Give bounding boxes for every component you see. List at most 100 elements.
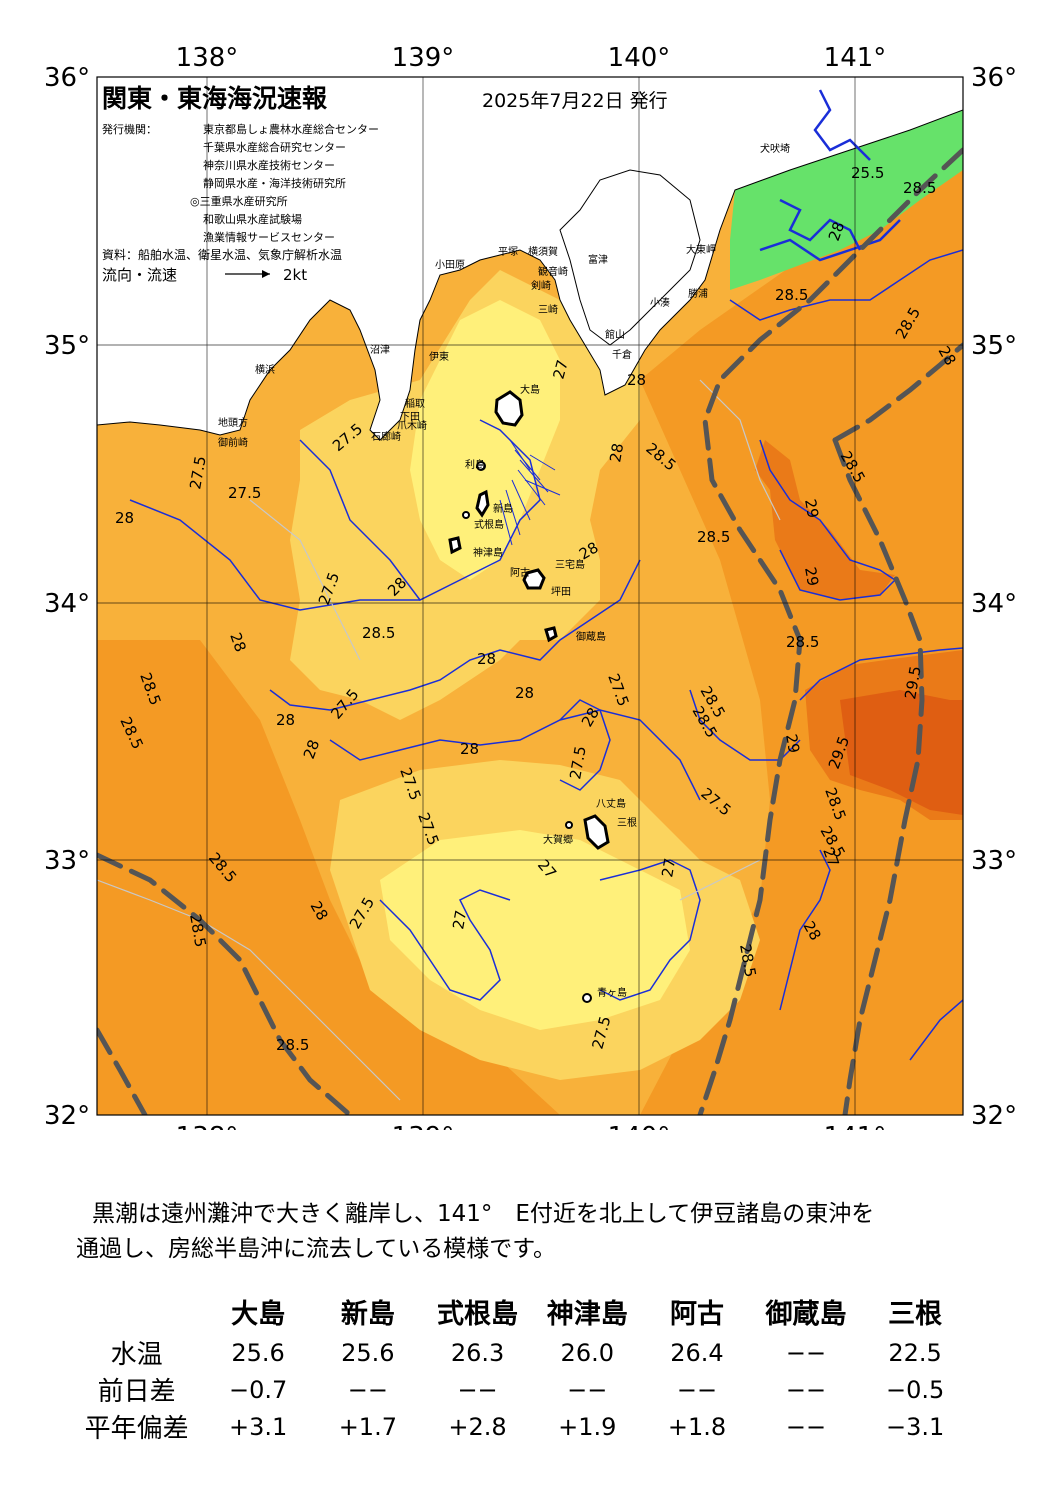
observation-table: 大島 新島 式根島 神津島 阿古 御蔵島 三根 水温 25.6 25.6 26.… [70, 1288, 970, 1445]
lat-label-left: 36° [44, 63, 90, 93]
station-header: 御蔵島 [765, 1298, 847, 1330]
lat-label-left: 32° [44, 1101, 90, 1130]
island-miyakejima [522, 568, 546, 590]
table-cell: +1.7 [338, 1412, 397, 1441]
lat-label-left: 33° [44, 846, 90, 876]
place-name: 勝浦 [688, 287, 708, 300]
table-row: 水温 25.6 25.6 26.3 26.0 26.4 −− 22.5 [70, 1334, 970, 1371]
lon-label-top: 140° [608, 43, 671, 73]
zone-27-south [380, 830, 690, 1030]
isotherm-label: 28 [226, 630, 249, 654]
table-cell: +2.8 [448, 1412, 507, 1441]
place-name: 坪田 [551, 585, 571, 598]
island-mikurajima [544, 626, 558, 643]
place-name: 観音崎 [538, 265, 568, 278]
isotherm-label: 28.5 [903, 179, 936, 197]
isotherm-label: 28 [477, 650, 496, 668]
zone-29-5 [840, 690, 963, 815]
legend-scale: 2kt [283, 266, 307, 284]
table-cell: −3.1 [885, 1412, 945, 1441]
isotherm-label: 29 [801, 498, 822, 520]
table-corner [70, 1288, 203, 1334]
island-toshima [476, 461, 486, 471]
zone-28-5 [640, 140, 963, 1115]
table-cell: −− [567, 1375, 608, 1404]
place-name: 大東岬 [686, 243, 716, 256]
place-name: 石廊崎 [371, 430, 401, 443]
sea-temperature-map: 138° 139° 140° 141° 138° 139° 140° 141° … [44, 43, 1017, 1130]
place-name: 小湊 [650, 296, 670, 309]
station-header: 三根 [888, 1298, 943, 1330]
place-name: 富津 [588, 253, 608, 266]
legend-label: 流向・流速 [102, 266, 177, 284]
isotherm-label: 28.5 [736, 943, 760, 979]
table-cell: 26.3 [450, 1338, 505, 1367]
issuer-name: ◎三重県水産研究所 [190, 194, 288, 208]
place-name: 青ヶ島 [597, 986, 627, 999]
data-source: 資料：船舶水温、衛星水温、気象庁解析水温 [102, 247, 342, 262]
row-label: 前日差 [97, 1377, 176, 1407]
issue-date: 2025年7月22日 発行 [482, 90, 668, 112]
isotherm-label: 27 [549, 358, 571, 381]
zone-27 [410, 300, 560, 580]
lat-label-right: 36° [971, 63, 1017, 93]
table-cell: −0.5 [885, 1375, 945, 1404]
isotherm-label: 27.5 [186, 455, 210, 491]
table-row: 平年偏差 +3.1 +1.7 +2.8 +1.9 +1.8 −− −3.1 [70, 1408, 970, 1445]
isotherm-label: 28.5 [775, 286, 808, 304]
current-arrows [499, 439, 561, 546]
island-aogashima [582, 993, 592, 1003]
lon-label-top: 141° [824, 43, 887, 73]
land-honshu [97, 77, 963, 441]
isotherm-label: 27.5 [228, 484, 261, 502]
issuer-label: 発行機関： [102, 122, 157, 136]
table-cell: +1.9 [558, 1412, 617, 1441]
table-cell: +3.1 [228, 1412, 288, 1441]
isotherm-label: 27.5 [566, 745, 590, 781]
place-name: 利島 [465, 458, 485, 471]
issuer-name: 静岡県水産・海洋技術研究所 [203, 176, 346, 190]
rivers [759, 89, 901, 262]
lon-label-bottom: 140° [608, 1122, 671, 1130]
place-name: 三根 [617, 816, 637, 829]
table-cell: 22.5 [888, 1338, 942, 1367]
place-name: 犬吠埼 [760, 142, 790, 155]
isotherm-label: 28.5 [786, 633, 819, 651]
place-name: 式根島 [474, 518, 504, 531]
table-cell: 26.4 [670, 1338, 724, 1367]
table-cell: 25.6 [231, 1338, 285, 1367]
table-cell: −− [457, 1375, 498, 1404]
isotherm-label: 27 [449, 909, 470, 931]
row-label: 水温 [110, 1340, 163, 1370]
zone-green [730, 110, 963, 290]
place-name: 下田 [400, 412, 420, 423]
lat-label-right: 32° [971, 1101, 1017, 1130]
summary-line: 通過し、房総半島沖に流去している模様です。 [76, 1236, 557, 1262]
legend-arrowhead [262, 270, 270, 278]
station-header: 阿古 [669, 1298, 724, 1330]
isotherm-label: 28 [627, 371, 646, 389]
place-name: 横須賀 [528, 245, 558, 258]
lat-label-right: 33° [971, 846, 1017, 876]
table-header-row: 大島 新島 式根島 神津島 阿古 御蔵島 三根 [70, 1288, 970, 1334]
summary-line: 黒潮は遠州灘沖で大きく離岸し、141° E付近を北上して伊豆諸島の東沖を [92, 1201, 875, 1227]
place-name: 三宅島 [555, 558, 585, 571]
isotherm-label: 28.5 [362, 624, 395, 642]
table-cell: +1.8 [667, 1412, 727, 1441]
place-name: 大賀郷 [543, 833, 573, 846]
lon-label-bottom: 138° [176, 1122, 239, 1130]
place-name: 伊東 [429, 350, 449, 363]
isotherm-label: 27 [819, 845, 842, 869]
table-cell: −− [785, 1412, 827, 1441]
place-name: 御前崎 [218, 436, 248, 449]
lon-label-bottom: 141° [824, 1122, 887, 1130]
place-name: 稲取 [405, 398, 425, 410]
issuer-name: 神奈川県水産技術センター [203, 158, 335, 172]
lat-label-right: 35° [971, 331, 1017, 361]
isotherm-label: 25.5 [851, 164, 884, 182]
station-header: 新島 [340, 1298, 395, 1330]
isotherm-label: 28 [115, 509, 134, 527]
place-name: 沼津 [370, 343, 390, 356]
island-shikinejima [462, 511, 470, 519]
place-name: 大島 [520, 383, 540, 396]
